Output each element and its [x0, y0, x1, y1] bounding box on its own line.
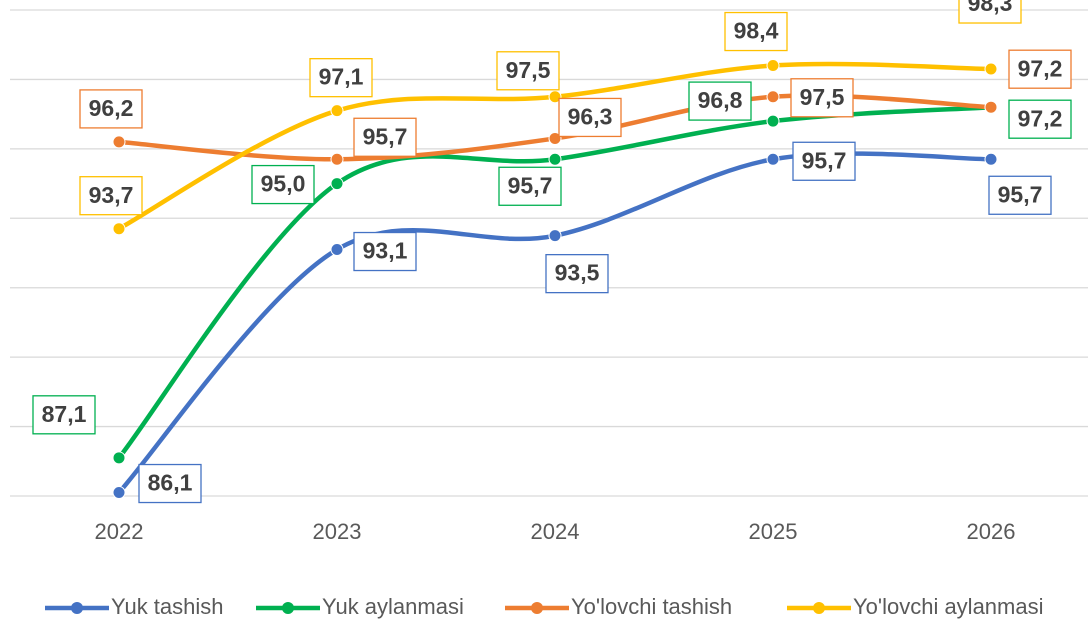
legend-label: Yo'lovchi aylanmasi: [853, 594, 1044, 619]
point-marker: [766, 114, 780, 128]
legend-label: Yo'lovchi tashish: [571, 594, 732, 619]
point-marker: [330, 152, 344, 166]
point-marker: [984, 100, 998, 114]
label-box: [792, 141, 856, 181]
point-marker: [766, 152, 780, 166]
data-label: 97,2: [1018, 55, 1063, 81]
point-marker: [112, 486, 126, 500]
x-tick-label: 2026: [967, 519, 1016, 544]
label-box: [32, 395, 96, 435]
data-label: 97,2: [1018, 105, 1063, 131]
label-box: [1008, 99, 1072, 139]
label-box: [353, 117, 417, 157]
point-marker: [548, 229, 562, 243]
label-box: [353, 231, 417, 272]
point-marker: [984, 62, 998, 76]
data-label: 95,7: [508, 172, 553, 198]
x-tick-label: 2024: [531, 519, 580, 544]
data-label: 96,2: [89, 95, 134, 121]
point-marker: [548, 90, 562, 104]
point-marker: [330, 104, 344, 118]
point-marker: [330, 243, 344, 257]
point-marker: [330, 177, 344, 191]
legend-marker: [813, 602, 825, 614]
point-marker: [548, 152, 562, 166]
data-label: 95,7: [802, 147, 847, 173]
label-box: [138, 463, 202, 504]
data-label: 97,5: [506, 57, 551, 83]
point-marker: [112, 451, 126, 465]
point-marker: [766, 90, 780, 104]
data-label: 86,1: [148, 470, 193, 496]
label-box: [724, 11, 788, 52]
legend-marker: [71, 602, 83, 614]
data-label: 95,7: [998, 181, 1043, 207]
label-box: [496, 51, 560, 91]
point-marker: [112, 222, 126, 236]
x-tick-label: 2023: [313, 519, 362, 544]
label-box: [790, 78, 854, 118]
data-label: 95,7: [363, 123, 408, 149]
legend-label: Yuk tashish: [111, 594, 224, 619]
data-label: 98,4: [734, 18, 779, 44]
data-label: 98,3: [968, 0, 1013, 16]
data-label: 93,7: [89, 182, 134, 208]
label-box: [988, 175, 1052, 215]
point-marker: [766, 59, 780, 73]
data-label: 97,1: [319, 64, 364, 90]
label-box: [79, 89, 143, 129]
label-box: [251, 164, 315, 205]
data-label: 87,1: [42, 401, 87, 427]
legend-marker: [531, 602, 543, 614]
point-marker: [548, 131, 562, 145]
legend-label: Yuk aylanmasi: [322, 594, 464, 619]
point-marker: [984, 152, 998, 166]
label-box: [558, 97, 622, 138]
label-box: [958, 0, 1022, 24]
label-box: [309, 58, 373, 98]
label-box: [1008, 49, 1072, 89]
x-tick-label: 2022: [95, 519, 144, 544]
label-box: [688, 81, 752, 121]
x-tick-label: 2025: [749, 519, 798, 544]
data-label: 97,5: [800, 84, 845, 110]
legend-marker: [282, 602, 294, 614]
data-label: 93,5: [555, 260, 600, 286]
label-box: [79, 176, 143, 216]
data-label: 96,3: [568, 104, 613, 130]
label-box: [545, 253, 609, 294]
point-marker: [112, 135, 126, 149]
data-label: 93,1: [363, 238, 408, 264]
data-label: 95,0: [261, 171, 306, 197]
data-label: 96,8: [698, 87, 743, 113]
label-box: [498, 166, 562, 206]
